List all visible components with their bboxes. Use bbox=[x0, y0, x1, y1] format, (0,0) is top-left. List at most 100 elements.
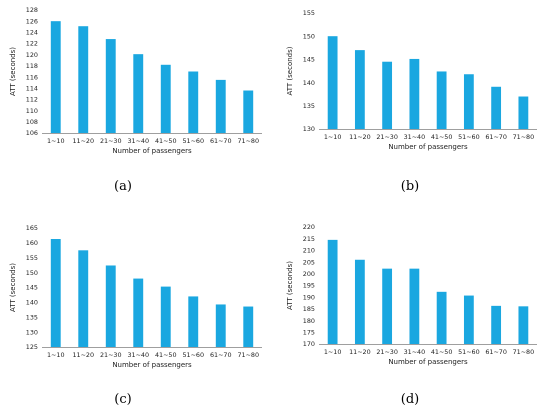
bar-c-1 bbox=[78, 250, 89, 347]
x-tick-label-c-7: 71~80 bbox=[237, 351, 259, 359]
bar-d-6 bbox=[491, 305, 502, 344]
x-tick-label-a-0: 1~10 bbox=[47, 137, 65, 145]
bar-c-2 bbox=[105, 265, 116, 347]
bar-d-0 bbox=[327, 239, 338, 344]
y-tick-label-d-9: 215 bbox=[303, 235, 315, 243]
y-tick-label-b-4: 150 bbox=[303, 32, 315, 40]
bar-c-7 bbox=[243, 306, 254, 347]
y-tick-label-d-6: 200 bbox=[303, 270, 315, 278]
bar-a-1 bbox=[78, 26, 89, 133]
y-tick-label-c-6: 155 bbox=[26, 254, 38, 262]
bar-chart-b: 130 135 140 145 150 155 1~10 11~20 21~30 31~40 41~… bbox=[286, 9, 537, 151]
y-tick-label-a-4: 114 bbox=[26, 84, 38, 92]
y-tick-label-d-4: 190 bbox=[303, 293, 315, 301]
x-tick-label-b-7: 71~80 bbox=[513, 133, 535, 141]
y-tick-label-c-3: 140 bbox=[26, 299, 38, 307]
y-tick-label-b-0: 130 bbox=[303, 125, 315, 133]
x-axis-title-d: Number of passengers bbox=[388, 358, 468, 366]
y-tick-label-c-2: 135 bbox=[26, 313, 38, 321]
bar-b-2 bbox=[382, 61, 393, 129]
bar-d-5 bbox=[463, 295, 474, 344]
y-tick-label-c-1: 130 bbox=[26, 328, 38, 336]
x-tick-label-a-7: 71~80 bbox=[237, 137, 259, 145]
x-tick-label-c-2: 21~30 bbox=[100, 351, 122, 359]
bar-c-3 bbox=[133, 278, 144, 347]
x-tick-label-c-1: 11~20 bbox=[72, 351, 94, 359]
y-tick-label-a-5: 116 bbox=[26, 73, 38, 81]
y-tick-label-a-11: 128 bbox=[26, 6, 38, 14]
x-tick-label-d-3: 31~40 bbox=[404, 348, 426, 356]
bar-a-3 bbox=[133, 54, 144, 133]
bar-d-1 bbox=[354, 259, 365, 344]
bar-a-2 bbox=[105, 39, 116, 134]
bar-a-7 bbox=[243, 90, 254, 133]
x-tick-label-d-7: 71~80 bbox=[513, 348, 535, 356]
chart-panel-c: 125 130 135 140 145 150 155 160 165 1~10 11~20 21~3… bbox=[0, 205, 275, 405]
bar-b-7 bbox=[518, 96, 529, 129]
x-tick-label-d-1: 11~20 bbox=[349, 348, 371, 356]
x-tick-label-c-0: 1~10 bbox=[47, 351, 65, 359]
x-tick-label-c-4: 41~50 bbox=[155, 351, 177, 359]
bar-b-3 bbox=[409, 58, 420, 129]
y-axis-title-a: ATT (seconds) bbox=[9, 47, 17, 96]
y-tick-label-d-5: 195 bbox=[303, 282, 315, 290]
bar-chart-c: 125 130 135 140 145 150 155 160 165 1~10 11~20 21~3… bbox=[9, 224, 262, 369]
y-tick-label-c-5: 150 bbox=[26, 269, 38, 277]
bar-a-4 bbox=[160, 64, 171, 133]
y-tick-label-d-0: 170 bbox=[303, 340, 315, 348]
caption-b: (b) bbox=[400, 179, 420, 194]
caption-a: (a) bbox=[114, 179, 132, 194]
y-tick-label-c-4: 145 bbox=[26, 284, 38, 292]
bar-d-2 bbox=[382, 268, 393, 344]
bar-c-4 bbox=[160, 286, 171, 347]
x-tick-label-a-6: 61~70 bbox=[210, 137, 232, 145]
bar-chart-d: 170 175 180 185 190 195 200 205 210 215 220 1~10 11~… bbox=[286, 223, 537, 366]
y-tick-label-c-8: 165 bbox=[26, 224, 38, 232]
x-tick-label-b-2: 21~30 bbox=[376, 133, 398, 141]
y-tick-label-c-7: 160 bbox=[26, 239, 38, 247]
caption-d: (d) bbox=[400, 392, 420, 407]
y-axis-title-c: ATT (seconds) bbox=[9, 263, 17, 312]
y-tick-label-a-7: 120 bbox=[26, 51, 38, 59]
y-tick-label-d-2: 180 bbox=[303, 317, 315, 325]
x-tick-label-c-6: 61~70 bbox=[210, 351, 232, 359]
bar-b-4 bbox=[436, 71, 447, 129]
y-tick-label-d-3: 185 bbox=[303, 305, 315, 313]
x-tick-label-d-6: 61~70 bbox=[485, 348, 507, 356]
bar-d-4 bbox=[436, 291, 447, 344]
y-tick-label-a-9: 124 bbox=[26, 29, 38, 37]
x-axis-title-b: Number of passengers bbox=[388, 143, 468, 151]
y-tick-label-a-2: 110 bbox=[26, 107, 38, 115]
x-tick-label-a-1: 11~20 bbox=[72, 137, 94, 145]
bar-c-6 bbox=[215, 304, 226, 347]
y-tick-label-a-1: 108 bbox=[26, 118, 38, 126]
bar-a-5 bbox=[188, 71, 199, 133]
x-tick-label-c-5: 51~60 bbox=[182, 351, 204, 359]
x-tick-label-a-3: 31~40 bbox=[127, 137, 149, 145]
bar-b-1 bbox=[354, 50, 365, 130]
x-tick-label-c-3: 31~40 bbox=[127, 351, 149, 359]
bar-b-5 bbox=[463, 74, 474, 129]
y-tick-label-b-5: 155 bbox=[303, 9, 315, 17]
chart-panel-b: 130 135 140 145 150 155 1~10 11~20 21~30 31~40 41~… bbox=[275, 0, 550, 200]
y-tick-label-a-6: 118 bbox=[26, 62, 38, 70]
y-axis-title-d: ATT (seconds) bbox=[286, 261, 294, 310]
y-axis-title-b: ATT (seconds) bbox=[286, 46, 294, 95]
caption-c: (c) bbox=[114, 392, 132, 407]
y-tick-label-a-10: 126 bbox=[26, 17, 38, 25]
y-tick-label-d-8: 210 bbox=[303, 247, 315, 255]
x-tick-label-b-3: 31~40 bbox=[404, 133, 426, 141]
x-tick-label-d-4: 41~50 bbox=[431, 348, 453, 356]
x-tick-label-a-5: 51~60 bbox=[182, 137, 204, 145]
x-axis-title-a: Number of passengers bbox=[112, 147, 192, 155]
y-tick-label-d-1: 175 bbox=[303, 329, 315, 337]
chart-panel-d: 170 175 180 185 190 195 200 205 210 215 220 1~10 11~… bbox=[275, 205, 550, 405]
bar-a-6 bbox=[215, 79, 226, 133]
bar-a-0 bbox=[50, 21, 61, 134]
y-tick-label-b-2: 140 bbox=[303, 79, 315, 87]
y-tick-label-a-0: 106 bbox=[26, 129, 38, 137]
x-tick-label-b-0: 1~10 bbox=[324, 133, 342, 141]
bar-c-5 bbox=[188, 296, 199, 347]
x-tick-label-a-2: 21~30 bbox=[100, 137, 122, 145]
x-tick-label-b-6: 61~70 bbox=[485, 133, 507, 141]
